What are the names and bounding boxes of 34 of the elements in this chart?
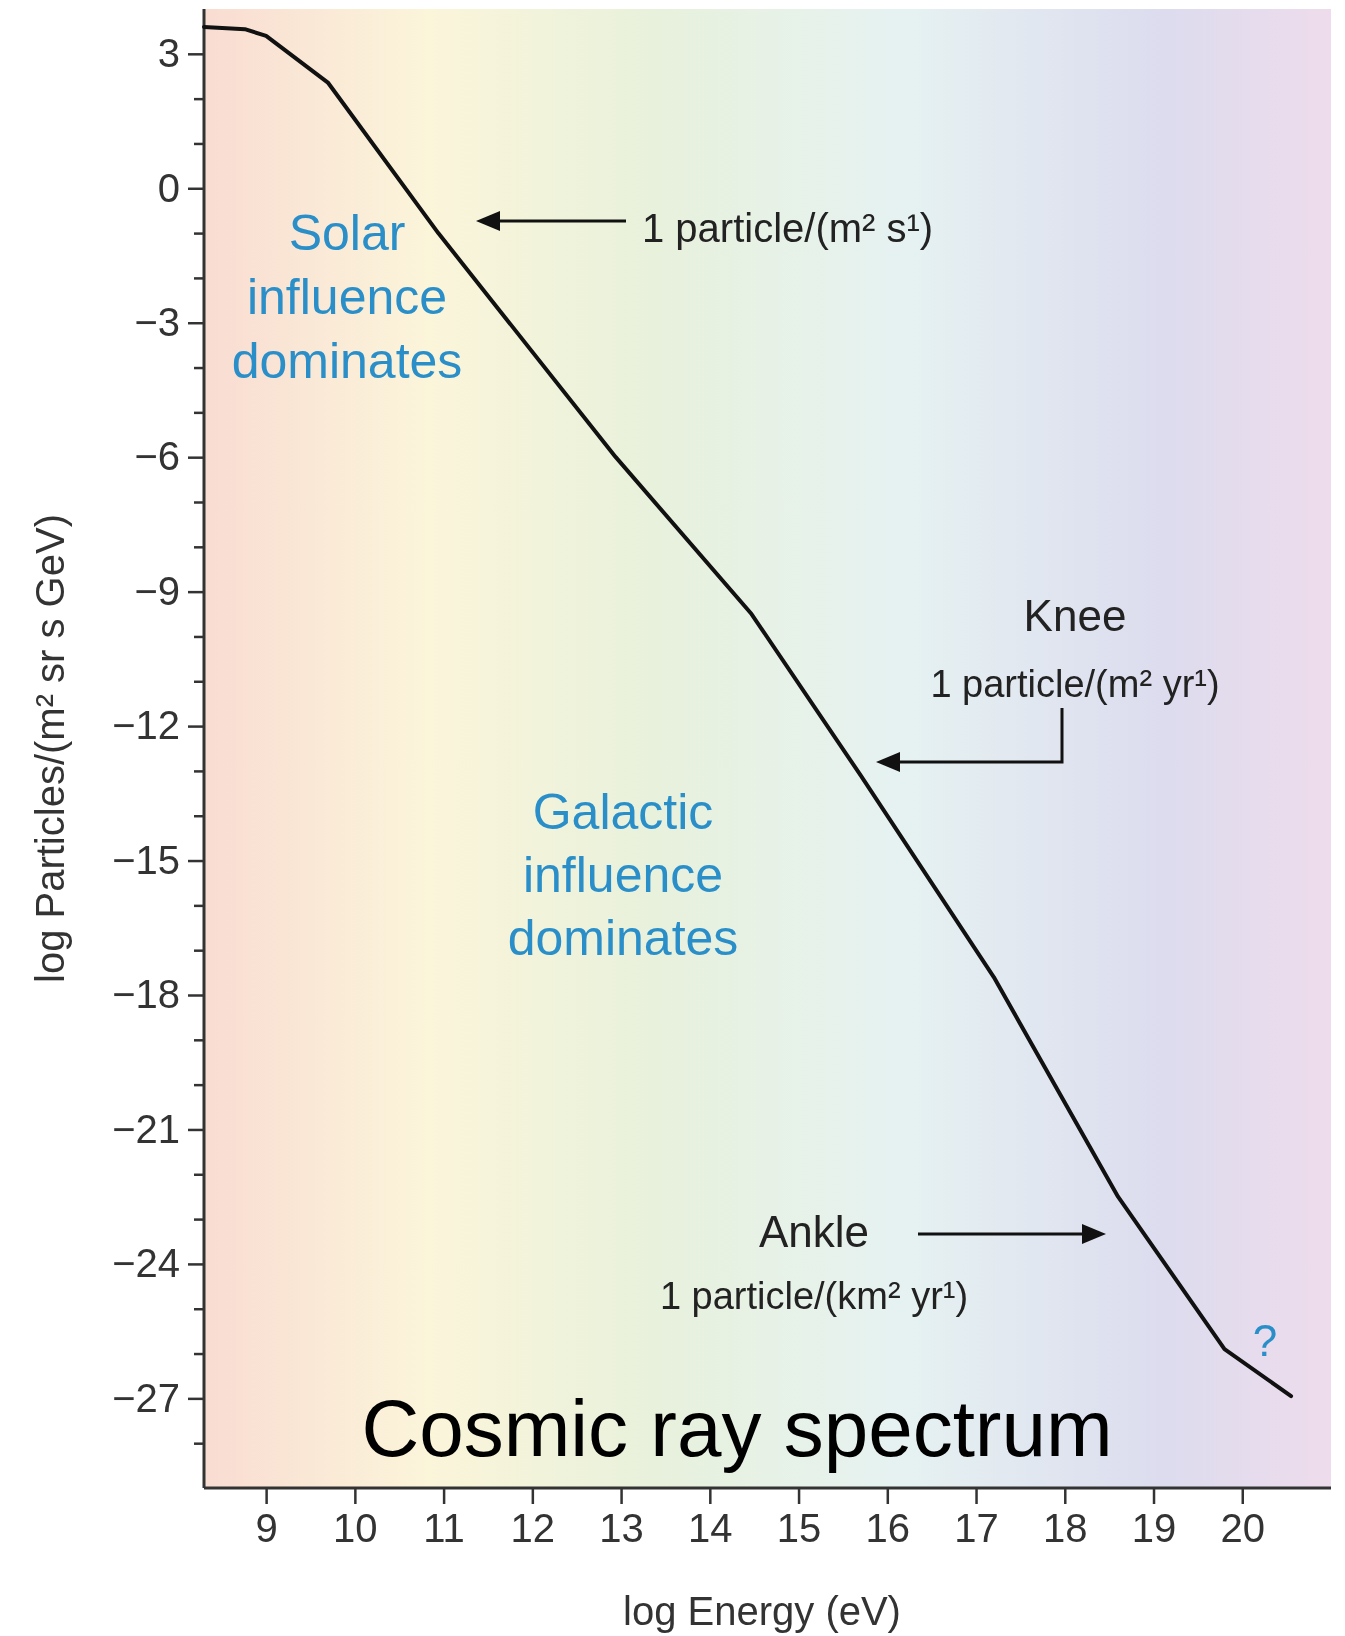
y-tick-label: −12 — [112, 703, 180, 748]
y-tick-label: −6 — [134, 434, 180, 479]
annotation: Knee — [1023, 591, 1127, 640]
x-tick-label: 14 — [688, 1506, 733, 1551]
y-tick-label: 0 — [157, 165, 180, 210]
y-tick-label: 3 — [157, 31, 180, 76]
y-tick-label: −18 — [112, 972, 180, 1017]
x-tick-label: 15 — [776, 1506, 822, 1551]
x-tick-label: 19 — [1131, 1506, 1177, 1551]
x-axis-title: log Energy (eV) — [623, 1589, 901, 1633]
x-tick-label: 10 — [333, 1506, 378, 1551]
y-axis-title: log Particles/(m² sr s GeV) — [28, 514, 72, 983]
x-tick-label: 18 — [1043, 1506, 1088, 1551]
annotation: Solar influence dominates — [231, 205, 463, 389]
annotation: Galactic influence dominates — [507, 784, 739, 966]
x-tick-label: 17 — [954, 1506, 999, 1551]
y-tick-label: −15 — [112, 837, 180, 882]
y-tick-label: −9 — [134, 568, 180, 613]
y-tick-label: −3 — [134, 300, 180, 345]
annotation: 1 particle/(km² yr¹) — [659, 1275, 969, 1317]
y-tick-label: −21 — [112, 1106, 180, 1151]
x-tick-label: 9 — [255, 1506, 278, 1551]
text: Cosmic ray spectrum — [361, 1384, 1113, 1473]
x-tick-label: 11 — [423, 1506, 465, 1551]
y-tick-label: −24 — [112, 1241, 180, 1286]
x-tick-label: 16 — [865, 1506, 911, 1551]
annotation: ? — [1252, 1316, 1278, 1365]
annotation: 1 particle/(m² s¹) — [642, 206, 934, 250]
x-tick-label: 13 — [599, 1506, 644, 1551]
x-tick-label: 20 — [1220, 1506, 1266, 1551]
x-tick-label: 12 — [510, 1506, 556, 1551]
annotation: 1 particle/(m² yr¹) — [930, 663, 1220, 705]
annotation: Ankle — [758, 1207, 870, 1256]
y-tick-label: −27 — [112, 1375, 180, 1420]
